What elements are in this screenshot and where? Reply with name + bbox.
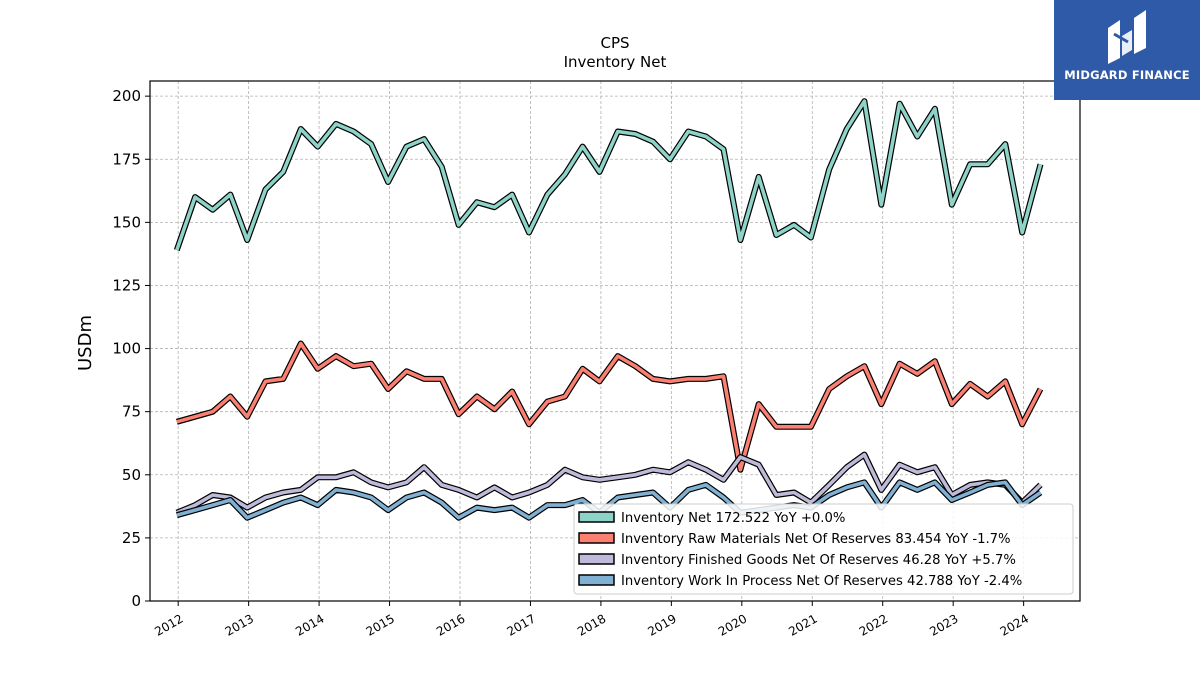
series-line-outline — [175, 340, 1044, 473]
series-inventory-finished-goods-net-of-reserves — [175, 451, 1043, 516]
x-tick-label: 2017 — [505, 611, 538, 638]
x-tick-label: 2020 — [716, 611, 749, 638]
legend-box — [573, 503, 1074, 595]
legend-label: Inventory Finished Goods Net Of Reserves… — [621, 553, 1016, 568]
series-line — [176, 452, 1042, 515]
logo-text: MIDGARD FINANCE — [1064, 68, 1190, 82]
x-tick-label: 2018 — [575, 611, 608, 638]
legend-swatch — [578, 574, 615, 586]
x-tick-label: 2015 — [364, 611, 397, 638]
chart-subtitle: Inventory Net — [564, 53, 667, 71]
series-line — [175, 99, 1043, 251]
y-tick-label: 50 — [122, 466, 141, 484]
x-tick-label: 2022 — [857, 611, 890, 638]
series-inventory-net — [173, 98, 1044, 252]
chart-title: CPS — [600, 34, 629, 52]
x-tick-label: 2024 — [998, 611, 1031, 638]
grid — [150, 81, 1080, 602]
y-tick-label: 175 — [112, 150, 141, 168]
y-tick-label: 100 — [112, 340, 141, 358]
legend-swatch — [578, 532, 615, 544]
x-tick-label: 2021 — [786, 611, 819, 638]
y-tick-label: 25 — [122, 529, 141, 547]
brand-logo: MIDGARD FINANCE — [1054, 0, 1200, 100]
plot-frame — [149, 80, 1081, 602]
x-tick-label: 2012 — [152, 611, 185, 638]
series-inventory-raw-materials-net-of-reserves — [175, 340, 1044, 473]
y-tick-label: 0 — [131, 592, 141, 610]
x-tick-label: 2013 — [223, 611, 256, 638]
legend: Inventory Net 172.522 YoY +0.0% Inventory… — [573, 503, 1074, 595]
y-tick-label: 75 — [122, 403, 141, 421]
y-tick-label: 200 — [112, 87, 141, 105]
x-tick-label: 2023 — [927, 611, 960, 638]
y-tick-label: 125 — [112, 276, 141, 294]
y-tick-label: 150 — [112, 213, 141, 231]
x-tick-label: 2016 — [434, 611, 467, 638]
logo-mark-icon — [1108, 10, 1146, 64]
legend-swatch — [578, 511, 615, 523]
series-line — [176, 341, 1043, 472]
x-tick-label: 2019 — [645, 611, 678, 638]
y-axis-label: USDm — [75, 315, 96, 371]
legend-swatch — [578, 553, 615, 565]
x-tick-label: 2014 — [293, 611, 326, 638]
series-group — [173, 98, 1044, 521]
legend-label: Inventory Net 172.522 YoY +0.0% — [621, 511, 845, 526]
legend-label: Inventory Work In Process Net Of Reserve… — [621, 574, 1022, 589]
legend-label: Inventory Raw Materials Net Of Reserves … — [621, 532, 1011, 547]
